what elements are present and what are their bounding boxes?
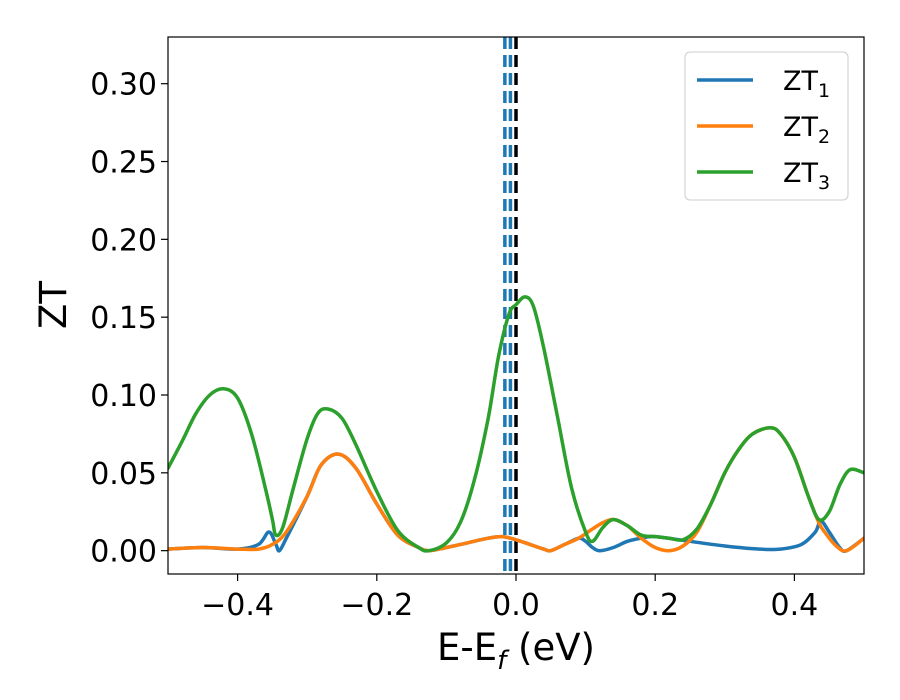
legend-label-zt3: ZT3 [783, 158, 830, 194]
x-tick-label: −0.2 [340, 588, 413, 623]
y-tick-label: 0.25 [90, 146, 157, 181]
x-tick-label: 0.2 [631, 588, 679, 623]
y-tick-label: 0.20 [90, 223, 157, 258]
x-tick-label: 0.4 [771, 588, 819, 623]
legend: ZT1 ZT2 ZT3 [684, 51, 849, 201]
legend-label-zt2: ZT2 [783, 112, 830, 148]
series-lines [168, 295, 864, 554]
y-axis-ticks: 0.00 0.05 0.10 0.15 0.20 0.25 0.30 [90, 68, 168, 570]
x-axis-label: E-Ef (eV) [437, 626, 595, 676]
legend-label-zt1: ZT1 [783, 66, 830, 102]
y-axis-label: ZT [32, 281, 75, 329]
y-tick-label: 0.30 [90, 68, 157, 103]
x-tick-label: −0.4 [201, 588, 274, 623]
series-line-zt3 [168, 295, 864, 553]
y-tick-label: 0.15 [90, 301, 157, 336]
x-axis-ticks: −0.4 −0.2 0.0 0.2 0.4 [201, 574, 818, 623]
x-tick-label: 0.0 [492, 588, 540, 623]
y-tick-label: 0.05 [90, 457, 157, 492]
y-tick-label: 0.10 [90, 379, 157, 414]
y-tick-label: 0.00 [90, 535, 157, 570]
legend-box [684, 51, 849, 201]
